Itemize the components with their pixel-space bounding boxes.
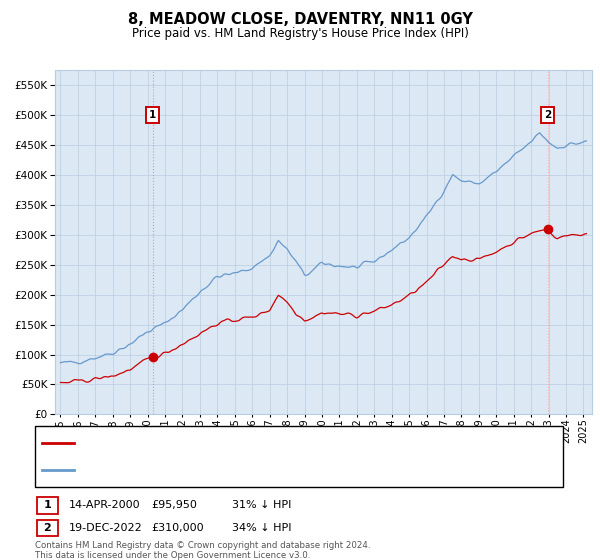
Text: 8, MEADOW CLOSE, DAVENTRY, NN11 0GY (detached house): 8, MEADOW CLOSE, DAVENTRY, NN11 0GY (det… — [78, 438, 393, 448]
Text: Contains HM Land Registry data © Crown copyright and database right 2024.: Contains HM Land Registry data © Crown c… — [35, 542, 370, 550]
Text: Price paid vs. HM Land Registry's House Price Index (HPI): Price paid vs. HM Land Registry's House … — [131, 27, 469, 40]
Text: 31% ↓ HPI: 31% ↓ HPI — [232, 500, 292, 510]
Text: £310,000: £310,000 — [151, 523, 204, 533]
Text: 14-APR-2000: 14-APR-2000 — [69, 500, 140, 510]
Text: 1: 1 — [44, 500, 51, 510]
Text: 1: 1 — [149, 110, 156, 120]
Text: 8, MEADOW CLOSE, DAVENTRY, NN11 0GY: 8, MEADOW CLOSE, DAVENTRY, NN11 0GY — [128, 12, 472, 27]
Text: £95,950: £95,950 — [151, 500, 197, 510]
Text: This data is licensed under the Open Government Licence v3.0.: This data is licensed under the Open Gov… — [35, 551, 310, 560]
Text: 19-DEC-2022: 19-DEC-2022 — [69, 523, 143, 533]
Text: 34% ↓ HPI: 34% ↓ HPI — [232, 523, 292, 533]
Text: 2: 2 — [544, 110, 551, 120]
Text: 2: 2 — [44, 523, 51, 533]
Text: HPI: Average price, detached house, West Northamptonshire: HPI: Average price, detached house, West… — [78, 465, 395, 475]
